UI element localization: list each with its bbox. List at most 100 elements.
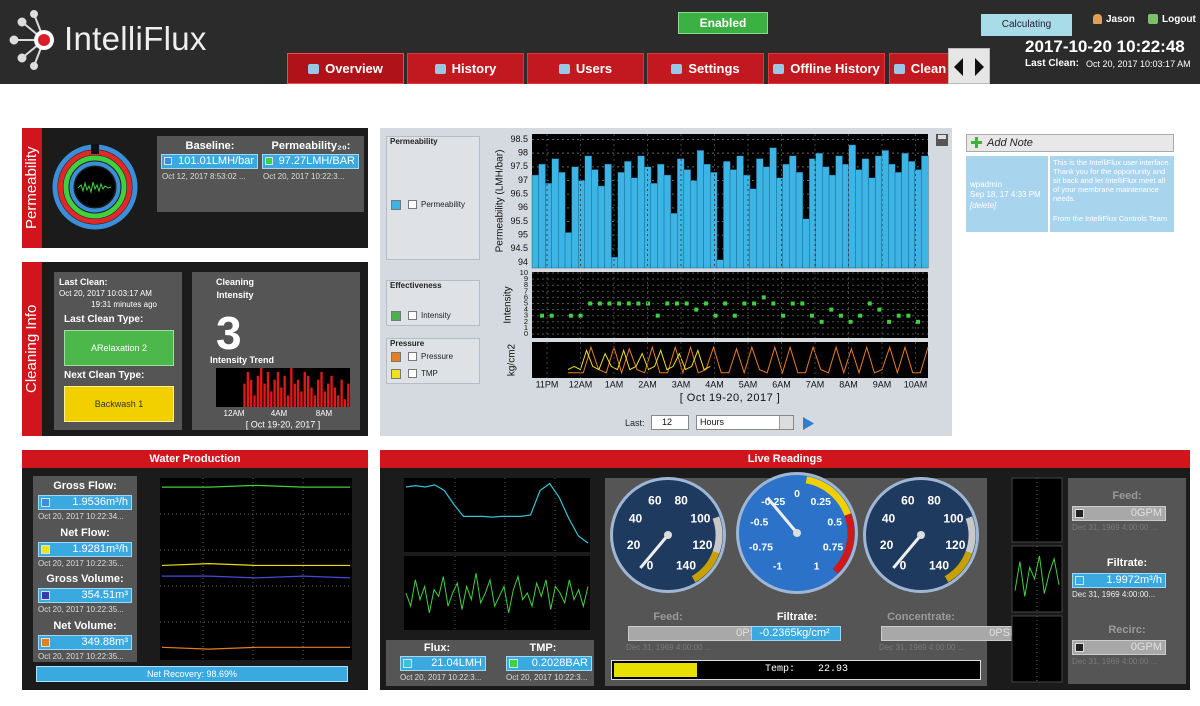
legend-swatch: [391, 200, 401, 210]
legend-checkbox[interactable]: [408, 352, 417, 361]
add-note-button[interactable]: Add Note: [966, 134, 1174, 152]
tab[interactable]: Offline History: [768, 53, 885, 84]
reading-label: Permeability₂₀:: [271, 140, 351, 152]
clean-type-button[interactable]: ARelaxation 2: [64, 330, 174, 366]
legend-swatch: [391, 352, 401, 362]
gauge-date: Dec 31, 1969 4:00:00 ...: [626, 643, 712, 652]
label: Last Clean Type:: [64, 314, 144, 325]
legend-group: [386, 280, 480, 326]
flow-swatch: [1075, 509, 1084, 518]
panel-title: Water Production: [22, 450, 368, 468]
legend-title: Effectiveness: [390, 281, 442, 290]
legend-checkbox[interactable]: [408, 369, 417, 378]
last-clean-label: Last Clean:: [1025, 58, 1079, 69]
flow-date: Dec 31, 1969 4:00:00...: [1072, 590, 1156, 599]
gauge-label: Concentrate:: [887, 611, 955, 623]
tab[interactable]: Settings: [647, 53, 764, 84]
legend-title: Pressure: [390, 339, 425, 348]
flow-value: 1.9972m³/h: [1072, 573, 1166, 588]
tab[interactable]: Users: [527, 53, 644, 84]
legend-title: Permeability: [390, 137, 438, 146]
temp-value: 22.93: [818, 664, 849, 675]
flow-label: Feed:: [1112, 490, 1142, 502]
tab[interactable]: Overview: [287, 53, 404, 84]
logo-text: IntelliFlux: [64, 20, 207, 57]
legend-group: [386, 136, 480, 260]
reading-value: 0.2028BAR: [506, 656, 592, 671]
flow-value: 0GPM: [1072, 506, 1166, 521]
user-name[interactable]: Jason: [1106, 14, 1135, 25]
gauge-label: Feed:: [653, 611, 683, 623]
tab[interactable]: History: [407, 53, 524, 84]
note-meta: [966, 156, 1048, 232]
reading-swatch: [41, 591, 50, 600]
legend-checkbox[interactable]: [408, 311, 417, 320]
reading-value: 21.04LMH: [400, 656, 486, 671]
reading-value: 97.27LMH/BAR: [262, 154, 359, 169]
gauge-box: [605, 478, 987, 686]
reading-date: Oct 20, 2017 10:22:3...: [263, 172, 345, 181]
gauge-label: Filtrate:: [776, 611, 818, 623]
legend-label: Pressure: [421, 352, 454, 361]
logout[interactable]: Logout: [1162, 14, 1196, 25]
tab[interactable]: Clean: [889, 53, 951, 84]
dropdown[interactable]: Hours: [696, 415, 794, 430]
gauge-reading: 0PSI: [628, 626, 764, 641]
user-icon: [1093, 14, 1102, 24]
calculating: Calculating: [981, 14, 1072, 36]
reading-label: Gross Flow:: [53, 480, 117, 492]
intensity-value: 3: [216, 307, 242, 359]
reading-date: Oct 20, 2017 10:22:34...: [38, 512, 124, 521]
reading-label: Flux:: [423, 642, 451, 654]
reading-label: TMP:: [529, 642, 557, 654]
side-tab: [22, 128, 42, 248]
tab-scroll[interactable]: [948, 48, 990, 84]
flow-label: Filtrate:: [1106, 557, 1148, 569]
reading-value: 101.01LMH/bar: [161, 154, 258, 169]
note-body: [1050, 156, 1174, 232]
reading-swatch: [403, 659, 412, 668]
reading-date: Oct 20, 2017 10:22:3...: [506, 673, 588, 682]
note-signature: From the IntelliFlux Controls Team: [1053, 214, 1168, 223]
label: Last Clean:: [59, 277, 108, 287]
status-button[interactable]: Enabled: [678, 12, 768, 34]
reading-date: Oct 12, 2017 8:53:02 ...: [162, 172, 246, 181]
clean-type-button[interactable]: Backwash 1: [64, 386, 174, 422]
legend-checkbox[interactable]: [408, 200, 417, 209]
reading-date: Oct 20, 2017 10:22:35...: [38, 558, 124, 568]
logout-icon: [1148, 14, 1158, 24]
side-title: Cleaning Info: [23, 304, 40, 394]
reading-value: 1.9281m³/h: [38, 541, 132, 557]
dropdown-arrow: [779, 416, 793, 429]
reading-swatch: [265, 157, 273, 165]
side-title: Permeability: [23, 146, 40, 230]
spinner[interactable]: 12: [651, 415, 689, 430]
text: Oct 20, 2017 10:03:17 AM: [59, 289, 152, 298]
info-box: [157, 136, 364, 212]
reading-label: Gross Volume:: [46, 573, 124, 585]
label: Intensity Trend: [210, 355, 275, 365]
temp-bar: [611, 660, 981, 680]
reading-value: 349.88m³: [38, 634, 132, 650]
reading-label: Net Volume:: [53, 619, 117, 632]
legend-label: Permeability: [421, 200, 466, 209]
gauge-reading: -0.2365kg/cm²: [751, 626, 841, 641]
datetime: 2017-10-20 10:22:48: [1025, 37, 1185, 56]
side-tab: [22, 262, 42, 436]
label: Next Clean Type:: [64, 370, 145, 381]
reading-value: 354.51m³: [38, 588, 132, 603]
plus-icon: [971, 137, 982, 148]
reading-label: Baseline:: [185, 140, 235, 152]
reading-label: Net Flow:: [60, 526, 110, 539]
panel-title: Live Readings: [380, 450, 1190, 468]
reading-date: Oct 20, 2017 10:22:35...: [38, 605, 124, 614]
note-delete[interactable]: [delete]: [970, 201, 997, 210]
flow-swatch: [1075, 576, 1084, 585]
reading-swatch: [509, 659, 518, 668]
legend-label: Intensity: [421, 311, 451, 320]
reading-date: Oct 20, 2017 10:22:3...: [400, 673, 482, 682]
legend-label: TMP: [421, 369, 438, 378]
reading-swatch: [41, 544, 50, 554]
reading-swatch: [41, 498, 50, 507]
